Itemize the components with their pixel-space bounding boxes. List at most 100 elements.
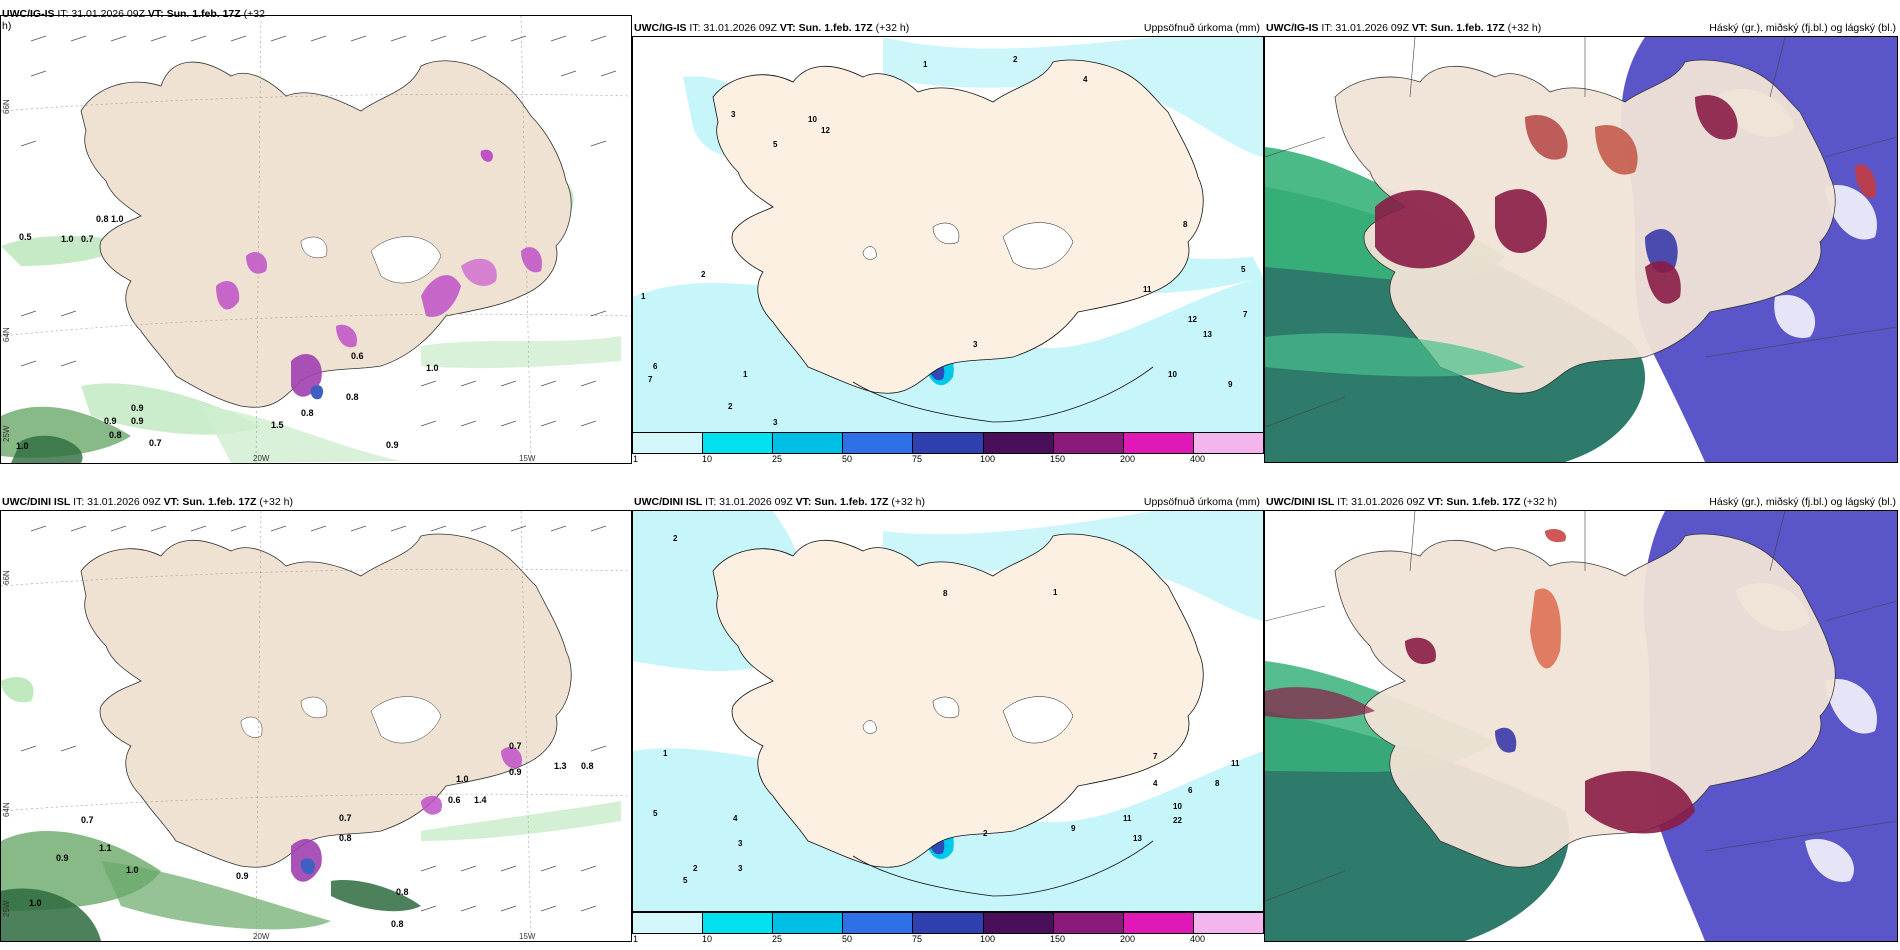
precip-value: 5	[1241, 265, 1246, 274]
lat-label: 66N	[2, 570, 11, 585]
precip-value: 8	[1183, 220, 1188, 229]
precip-value: 10	[1173, 802, 1182, 811]
cloud-map	[1264, 510, 1898, 942]
lon-label: 20W	[253, 454, 270, 463]
colorbar-bin	[843, 913, 914, 933]
wind-value: 1.0	[16, 441, 29, 451]
colorbar-bin	[633, 913, 704, 933]
colorbar-bin	[1053, 913, 1124, 933]
lon-label: 20W	[253, 932, 270, 941]
colorbar-label: 50	[842, 454, 853, 464]
wind-value: 1.0	[456, 774, 469, 784]
precip-value: 8	[943, 589, 948, 598]
precip-value: 4	[1153, 779, 1158, 788]
panel-title: Uppsöfnuð úrkoma (mm)	[1143, 496, 1260, 508]
colorbar-label: 100	[980, 934, 996, 944]
precip-value: 11	[1231, 759, 1240, 768]
precip-value: 2	[1013, 55, 1018, 64]
panel-header: UWC/DINI ISL IT: 31.01.2026 09Z VT: Sun.…	[634, 496, 925, 508]
wind-value: 0.8	[581, 761, 594, 771]
precip-value: 12	[821, 126, 830, 135]
cloud-map-svg	[1265, 37, 1897, 462]
colorbar-bin	[1053, 433, 1124, 453]
colorbar-bin	[983, 913, 1054, 933]
panel-header: UWC/IG-IS IT: 31.01.2026 09Z VT: Sun. 1.…	[634, 22, 910, 34]
colorbar-label: 150	[1050, 454, 1066, 464]
wind-value: 0.8	[396, 887, 409, 897]
precip-value: 3	[738, 864, 743, 873]
precip-value: 11	[1123, 814, 1132, 823]
wind-value: 0.9	[131, 403, 144, 413]
panel-r2-clouds: UWC/DINI ISL IT: 31.01.2026 09Z VT: Sun.…	[1264, 476, 1900, 950]
precip-value: 2	[983, 829, 988, 838]
precip-value: 13	[1133, 834, 1142, 843]
panel-r1-precip: UWC/IG-IS IT: 31.01.2026 09Z VT: Sun. 1.…	[632, 0, 1264, 470]
colorbar-label: 10	[702, 934, 713, 944]
panel-title: Háský (gr.), miðský (fj.bl.) og lágský (…	[1709, 22, 1896, 34]
colorbar-label: 1	[633, 934, 639, 944]
colorbar-label: 200	[1120, 934, 1136, 944]
precip-value: 9	[1071, 824, 1076, 833]
precip-value: 7	[1243, 310, 1248, 319]
panel-header-cont: h)	[2, 20, 12, 32]
precip-value: 12	[1188, 315, 1197, 324]
wind-value: 0.9	[131, 416, 144, 426]
colorbar-bin	[843, 433, 914, 453]
precip-value: 6	[1188, 786, 1193, 795]
colorbar-label: 75	[912, 454, 923, 464]
lon-label: 15W	[519, 932, 536, 941]
precip-value: 6	[653, 362, 658, 371]
colorbar-bin	[1123, 433, 1194, 453]
panel-r2-wind: UWC/DINI ISL IT: 31.01.2026 09Z VT: Sun.…	[0, 476, 632, 950]
colorbar-label: 1	[633, 454, 639, 464]
wind-value: 1.0	[29, 898, 42, 908]
colorbar-bin	[773, 913, 844, 933]
precip-value: 5	[773, 140, 778, 149]
wind-value: 1.4	[474, 795, 487, 805]
colorbar-bin	[983, 433, 1054, 453]
colorbar-bin	[773, 433, 844, 453]
precip-value: 1	[1053, 588, 1058, 597]
wind-value: 1.0	[126, 865, 139, 875]
lat-label: 64N	[2, 327, 11, 342]
precip-value: 5	[653, 809, 658, 818]
wind-value: 0.7	[81, 815, 94, 825]
colorbar-label: 75	[912, 934, 923, 944]
colorbar-bin	[633, 433, 704, 453]
precip-value: 8	[1215, 779, 1220, 788]
precip-value: 2	[693, 864, 698, 873]
wind-value: 0.9	[509, 767, 522, 777]
wind-value: 0.7	[509, 741, 522, 751]
wind-map-svg: 0.5 0.8 1.0 0.7 1.0 0.9 0.8 0.9 0.9 0.7 …	[1, 16, 631, 463]
lat-label: 66N	[2, 99, 11, 114]
wind-value: 0.7	[339, 813, 352, 823]
colorbar-bin	[913, 433, 984, 453]
wind-value: 0.9	[56, 853, 69, 863]
precip-value: 7	[648, 375, 653, 384]
precip-value: 2	[728, 402, 733, 411]
cloud-map-svg	[1265, 511, 1897, 941]
panel-title: Háský (gr.), miðský (fj.bl.) og lágský (…	[1709, 496, 1896, 508]
wind-value: 0.8	[301, 408, 314, 418]
precip-map-svg: 2 1 5 4 3 8 1 2 4 7 11 22 13 9 10 6 8 11…	[633, 511, 1263, 911]
precip-value: 9	[1228, 380, 1233, 389]
colorbar-bin	[1193, 913, 1263, 933]
precip-value: 3	[731, 110, 736, 119]
wind-map: 0.7 0.9 1.0 1.1 1.0 0.7 0.8 0.6 1.4 1.0 …	[0, 510, 632, 942]
precip-value: 3	[973, 340, 978, 349]
precip-value: 1	[743, 370, 748, 379]
precip-value: 1	[663, 749, 668, 758]
cloud-map	[1264, 36, 1898, 463]
wind-map: 0.5 0.8 1.0 0.7 1.0 0.9 0.8 0.9 0.9 0.7 …	[0, 15, 632, 464]
wind-value: 1.0	[111, 214, 124, 224]
precip-value: 1	[923, 60, 928, 69]
lon-label: 15W	[519, 454, 536, 463]
wind-value: 0.8	[391, 919, 404, 929]
wind-value: 0.9	[236, 871, 249, 881]
wind-value: 0.8	[96, 214, 109, 224]
precip-map: 1 2 3 5 10 12 1 2 4 7 8 11 13 12 10 9 3 …	[632, 36, 1264, 433]
panel-header: UWC/IG-IS IT: 31.01.2026 09Z VT: Sun. 1.…	[2, 8, 265, 20]
panel-header: UWC/DINI ISL IT: 31.01.2026 09Z VT: Sun.…	[1266, 496, 1557, 508]
panel-title: Uppsöfnuð úrkoma (mm)	[1143, 22, 1260, 34]
panel-r1-clouds: UWC/IG-IS IT: 31.01.2026 09Z VT: Sun. 1.…	[1264, 0, 1900, 470]
